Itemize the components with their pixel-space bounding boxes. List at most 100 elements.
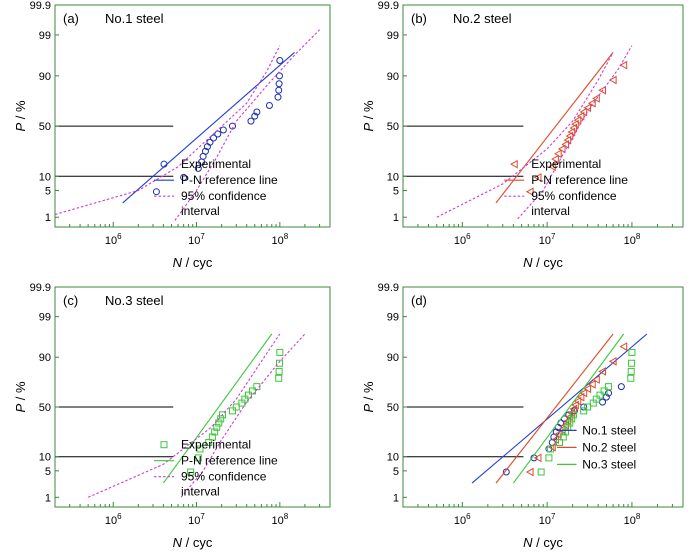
reference-fit-line (162, 333, 273, 484)
y-axis-label: P / % (361, 100, 376, 132)
x-axis-var: N (173, 255, 183, 270)
data-point (592, 395, 600, 403)
y-tick-label: 50 (39, 402, 51, 414)
data-point (570, 411, 578, 419)
y-tick-label: 1 (45, 212, 51, 224)
data-point (628, 348, 636, 356)
data-point (249, 387, 257, 395)
data-point (556, 439, 564, 447)
data-point (619, 60, 628, 70)
data-point (206, 138, 214, 146)
data-point (567, 408, 576, 418)
x-tick-exponent: 7 (551, 232, 556, 241)
legend-label: P-N reference line (181, 173, 278, 187)
panel-label: (c) (63, 293, 78, 308)
plot-area (436, 45, 633, 220)
plot-frame (402, 286, 684, 508)
y-tick-label: 1 (45, 492, 51, 504)
data-point (571, 119, 579, 129)
panel-title: No.1 steel (105, 11, 164, 26)
data-point (553, 149, 562, 159)
data-point (605, 383, 613, 391)
x-tick-exponent: 7 (551, 512, 556, 521)
data-point (569, 404, 578, 414)
y-axis-label: P / % (361, 381, 376, 413)
x-tick-exponent: 8 (636, 232, 641, 241)
y-axis-var: P (361, 404, 376, 413)
data-point (592, 94, 600, 103)
data-point (583, 384, 592, 394)
x-tick-exponent: 6 (466, 232, 471, 241)
y-tick-label: 99.9 (30, 0, 51, 12)
x-tick-exponent: 6 (117, 512, 122, 521)
data-point (533, 453, 542, 463)
data-point (627, 374, 635, 382)
data-point (545, 454, 553, 462)
data-point (196, 445, 204, 453)
data-point (592, 375, 600, 384)
x-tick-label: 107 (188, 512, 205, 527)
y-tick-label: 99.9 (378, 282, 399, 294)
x-tick-label: 108 (271, 512, 288, 527)
y-tick-label: 50 (387, 121, 399, 133)
data-point (565, 412, 574, 422)
data-point (580, 403, 588, 411)
data-point (565, 131, 574, 141)
chart-panel-d: 106 107 108 1 5 10 50 90 99 99.9 N / cyc P / % (d) No… (361, 282, 684, 550)
y-axis-var: P (13, 404, 28, 413)
y-tick-label: 5 (393, 466, 399, 478)
chart-panel-b: 106 107 108 1 5 10 50 90 99 99.9 N / cyc P / % (b) No… (361, 0, 684, 270)
chart-panel-c: 106 107 108 1 5 10 50 90 99 99.9 N / cyc P / % (c) No… (13, 282, 331, 550)
data-point (628, 359, 636, 367)
y-tick-label: 90 (387, 352, 399, 364)
data-point (244, 391, 252, 399)
data-point (557, 144, 566, 154)
data-point (561, 420, 570, 430)
x-axis-unit: / cyc (182, 255, 213, 270)
data-point (276, 56, 284, 64)
data-point (187, 468, 195, 476)
legend: No.1 steel No.2 steel No.3 steel (557, 423, 636, 471)
legend-label: Experimental (531, 157, 601, 171)
data-point (502, 468, 510, 476)
x-tick-label: 107 (539, 512, 556, 527)
x-tick-label: 106 (454, 512, 471, 527)
y-axis-var: P (13, 123, 28, 132)
data-point (232, 403, 240, 411)
data-point (617, 383, 625, 391)
x-tick-label: 106 (454, 232, 471, 247)
reference-fit-line (495, 52, 614, 204)
data-point (205, 439, 213, 447)
data-point (537, 468, 545, 476)
data-point (275, 80, 283, 88)
data-point (219, 411, 227, 419)
data-point (608, 357, 617, 366)
y-tick-label: 5 (45, 186, 51, 198)
x-axis-unit: / cyc (533, 535, 564, 550)
data-point (598, 85, 607, 95)
data-point (265, 102, 273, 110)
data-point (215, 419, 223, 427)
data-point (573, 115, 582, 125)
legend-label: 95% confidence (181, 470, 267, 484)
confidence-interval-line (180, 333, 306, 498)
x-axis-label: N / cyc (523, 535, 563, 550)
data-point (525, 467, 534, 477)
panel-label: (d) (411, 293, 427, 308)
y-tick-label: 1 (393, 212, 399, 224)
data-point (583, 103, 592, 113)
y-axis-label: P / % (13, 381, 28, 413)
x-tick-exponent: 6 (117, 232, 122, 241)
y-tick-label: 90 (387, 71, 399, 83)
data-point (600, 387, 608, 395)
data-point (247, 117, 255, 125)
legend-label: interval (181, 485, 220, 499)
data-point (525, 187, 534, 197)
reference-fit-line (495, 333, 614, 484)
y-axis-unit: / % (13, 381, 28, 404)
legend: Experimental P-N reference line 95% confid… (154, 157, 278, 218)
y-tick-label: 10 (39, 452, 51, 464)
data-point (568, 415, 576, 423)
legend-marker (160, 441, 168, 449)
